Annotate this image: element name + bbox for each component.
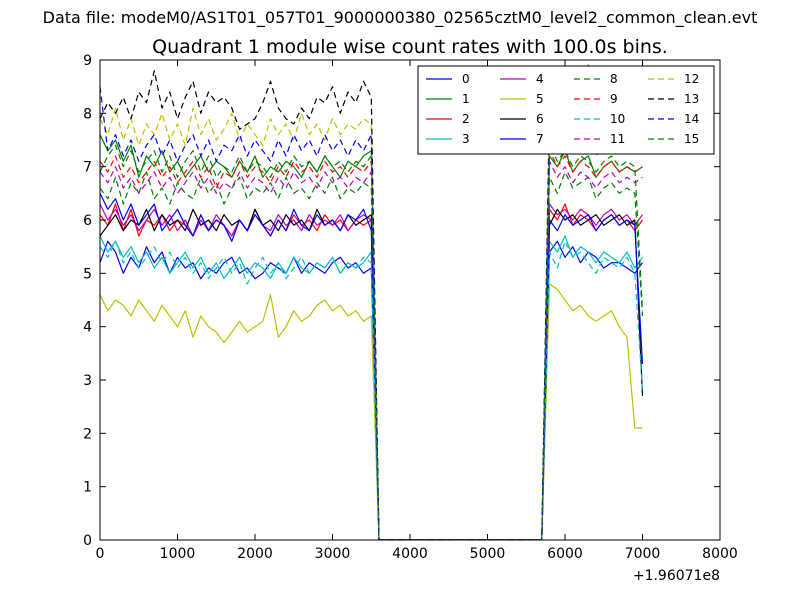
legend-label-7: 7 [536, 132, 544, 146]
y-tick-label: 8 [83, 106, 92, 122]
x-tick-label: 2000 [237, 546, 273, 562]
y-tick-label: 0 [83, 533, 92, 549]
y-tick-label: 5 [83, 266, 92, 282]
x-tick-label: 0 [96, 546, 105, 562]
legend-label-5: 5 [536, 92, 544, 106]
series-line-1 [100, 134, 643, 540]
x-offset-label: +1.96071e8 [633, 568, 720, 584]
legend-label-2: 2 [462, 112, 470, 126]
series-line-10 [100, 240, 644, 540]
series-line-6 [100, 208, 644, 540]
x-tick-label: 5000 [470, 546, 506, 562]
plot-lines [100, 64, 644, 540]
y-tick-label: 2 [83, 426, 92, 442]
legend-label-12: 12 [684, 72, 699, 86]
y-tick-label: 4 [83, 320, 92, 336]
y-tick-label: 7 [83, 160, 92, 176]
x-tick-label: 7000 [625, 546, 661, 562]
series-line-7 [100, 193, 644, 540]
legend-label-6: 6 [536, 112, 544, 126]
y-tick-label: 9 [83, 53, 92, 69]
x-tick-label: 1000 [160, 546, 196, 562]
x-tick-label: 3000 [315, 546, 351, 562]
data-file-title: Data file: modeM0/AS1T01_057T01_90000003… [42, 8, 758, 27]
legend-label-1: 1 [462, 92, 470, 106]
chart-title: Quadrant 1 module wise count rates with … [152, 36, 668, 58]
legend-label-4: 4 [536, 72, 544, 86]
series-line-12 [100, 102, 643, 540]
legend-label-10: 10 [610, 112, 625, 126]
series-line-5 [100, 283, 643, 540]
x-tick-label: 6000 [547, 546, 583, 562]
x-tick-label: 4000 [392, 546, 428, 562]
legend-label-8: 8 [610, 72, 618, 86]
series-line-8 [100, 171, 644, 540]
legend-label-13: 13 [684, 92, 699, 106]
legend-label-3: 3 [462, 132, 470, 146]
x-tick-label: 8000 [702, 546, 738, 562]
legend-label-9: 9 [610, 92, 618, 106]
y-tick-label: 1 [83, 480, 92, 496]
legend-label-0: 0 [462, 72, 470, 86]
legend-label-14: 14 [684, 112, 699, 126]
legend-label-11: 11 [610, 132, 625, 146]
legend-box [417, 65, 715, 155]
y-tick-label: 6 [83, 213, 92, 229]
series-line-0 [100, 240, 643, 540]
axis-ticks: 0 1000 2000 3000 4000 5000 6000 7000 80000123456… [83, 53, 738, 584]
series-line-15 [100, 144, 644, 540]
y-tick-label: 3 [83, 373, 92, 389]
series-line-13 [100, 64, 644, 540]
series-line-11 [100, 160, 643, 540]
legend-label-15: 15 [684, 132, 699, 146]
series-line-9 [100, 150, 643, 540]
